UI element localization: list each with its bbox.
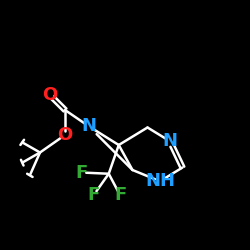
Text: NH: NH (145, 172, 175, 190)
Text: N: N (81, 117, 96, 135)
Text: N: N (162, 132, 178, 150)
Text: F: F (75, 164, 88, 182)
Text: O: O (58, 126, 72, 144)
Text: O: O (42, 86, 58, 104)
Text: F: F (88, 186, 100, 204)
Text: F: F (114, 186, 126, 204)
